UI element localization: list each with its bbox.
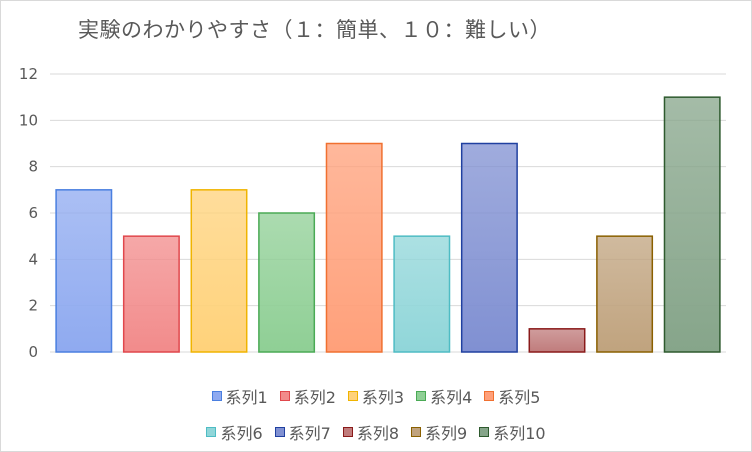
- chart-title: 実験のわかりやすさ（１：簡単、１０：難しい）: [78, 18, 551, 42]
- legend-label: 系列2: [293, 388, 336, 407]
- legend-item-series-1[interactable]: 系列1: [211, 384, 268, 408]
- legend-label: 系列4: [430, 388, 473, 407]
- y-tick-label: 4: [28, 250, 38, 268]
- bar-series-8[interactable]: [528, 328, 586, 353]
- legend-label: 系列8: [356, 424, 399, 443]
- legend-label: 系列6: [220, 424, 263, 443]
- legend-swatch: [479, 427, 490, 437]
- legend-swatch: [416, 391, 427, 401]
- legend-row: 系列6 系列7 系列8 系列9 系列10: [0, 414, 752, 450]
- y-tick-label: 6: [28, 204, 38, 222]
- y-tick-label: 0: [28, 343, 38, 361]
- bar-series-4[interactable]: [258, 212, 316, 353]
- legend: 系列1 系列2 系列3 系列4 系列5 系列6 系列7 系列8 系列9 系列10: [0, 378, 752, 450]
- legend-swatch: [274, 427, 285, 437]
- bar-series-6[interactable]: [393, 235, 451, 353]
- legend-item-series-5[interactable]: 系列5: [484, 384, 540, 408]
- legend-label: 系列1: [225, 388, 268, 407]
- y-tick-label: 12: [19, 65, 38, 83]
- legend-item-series-3[interactable]: 系列3: [347, 384, 405, 408]
- legend-swatch: [484, 391, 495, 401]
- y-tick-label: 8: [28, 158, 38, 176]
- legend-item-series-9[interactable]: 系列9: [411, 420, 467, 444]
- bar-series-1[interactable]: [55, 189, 113, 353]
- legend-label: 系列5: [498, 388, 541, 407]
- legend-swatch: [411, 427, 421, 437]
- legend-item-series-4[interactable]: 系列4: [416, 384, 472, 408]
- legend-item-series-10[interactable]: 系列10: [479, 420, 546, 444]
- legend-item-series-8[interactable]: 系列8: [342, 420, 399, 444]
- legend-swatch: [347, 391, 358, 401]
- bar-series-3[interactable]: [190, 189, 248, 353]
- y-tick-label: 2: [28, 297, 38, 315]
- legend-label: 系列7: [288, 424, 331, 443]
- bar-series-7[interactable]: [460, 142, 518, 353]
- bar-series-2[interactable]: [122, 235, 180, 353]
- legend-swatch: [206, 427, 217, 437]
- bar-series-5[interactable]: [325, 142, 383, 353]
- bar-series-9[interactable]: [596, 235, 654, 353]
- plot-area: 0 2 4 6 8 10 12: [19, 65, 726, 361]
- legend-item-series-2[interactable]: 系列2: [279, 384, 336, 408]
- y-tick-label: 10: [19, 111, 38, 129]
- legend-swatch: [211, 391, 222, 401]
- bar-series-10[interactable]: [663, 96, 721, 353]
- legend-item-series-6[interactable]: 系列6: [206, 420, 263, 444]
- legend-swatch: [342, 427, 353, 437]
- legend-label: 系列3: [361, 388, 405, 407]
- legend-item-series-7[interactable]: 系列7: [274, 420, 331, 444]
- legend-row: 系列1 系列2 系列3 系列4 系列5: [0, 378, 752, 414]
- legend-swatch: [279, 391, 290, 401]
- legend-label: 系列9: [425, 424, 468, 443]
- legend-label: 系列10: [493, 424, 546, 443]
